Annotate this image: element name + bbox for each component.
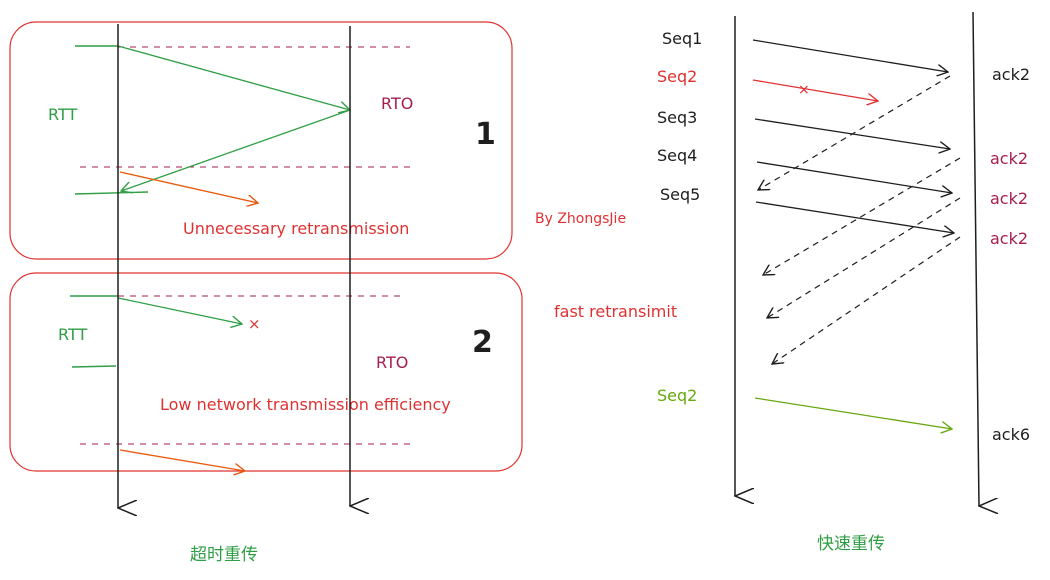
seq2-lost-mark: ×	[798, 82, 810, 98]
fast-retransmission-diagram: Seq1 Seq2 Seq3 Seq4 Seq5 × ack2 ack2 ack…	[554, 11, 1030, 554]
ack-return-arrow-2	[763, 157, 961, 275]
panel-2-note: Low network transmission efficiency	[160, 395, 451, 414]
resend-seq2-label: Seq2	[657, 386, 697, 405]
panel-1-ack-arrow	[121, 109, 351, 191]
seq2-lost-arrow	[752, 79, 878, 101]
panel-2-ack-tick	[71, 365, 117, 368]
panel-2-number: 2	[472, 325, 493, 360]
panel-2-rto-label: RTO	[376, 353, 408, 372]
panel-2-lost-segment-arrow	[117, 297, 242, 324]
seq1-arrow	[752, 39, 948, 72]
timeout-caption: 超时重传	[190, 545, 258, 565]
timeout-retransmission-diagram: RTT RTO 1 Unnecessary retransmission × R…	[9, 21, 626, 565]
panel-2-retransmit-arrow	[119, 449, 245, 471]
seq4-label: Seq4	[657, 146, 697, 165]
seq4-arrow	[756, 161, 952, 193]
seq3-label: Seq3	[657, 108, 697, 127]
panel-1-frame	[9, 21, 513, 260]
panel-1-retransmit-arrow	[119, 171, 258, 203]
ack-label-3: ack2	[990, 189, 1028, 208]
author-credit: By ZhongsJie	[535, 211, 626, 227]
final-ack-label: ack6	[992, 425, 1030, 444]
ack-return-arrow-4	[772, 236, 961, 364]
panel-1-number: 1	[475, 117, 496, 152]
receiver-timeline-right	[972, 11, 979, 506]
seq5-label: Seq5	[660, 185, 700, 204]
panel-2-lost-mark: ×	[248, 315, 261, 333]
panel-1-rtt-label: RTT	[48, 105, 77, 124]
fast-retransmit-label: fast retransimit	[554, 302, 677, 321]
seq5-arrow	[755, 201, 954, 233]
panel-1-segment-arrow	[117, 45, 350, 110]
panel-1-rto-label: RTO	[381, 94, 413, 113]
fast-caption: 快速重传	[817, 534, 885, 554]
ack-label-4: ack2	[990, 229, 1028, 248]
panel-2-rtt-label: RTT	[58, 325, 87, 344]
ack-return-arrow-1	[758, 75, 951, 190]
panel-2-frame	[9, 272, 523, 472]
ack-label-1: ack2	[992, 65, 1030, 84]
panel-1-ack-tick	[74, 191, 149, 195]
ack-label-2: ack2	[990, 149, 1028, 168]
ack-return-arrow-3	[767, 197, 961, 318]
resend-seq2-arrow	[754, 397, 952, 429]
seq2-label: Seq2	[657, 67, 697, 86]
seq1-label: Seq1	[662, 29, 702, 48]
panel-1-note: Unnecessary retransmission	[183, 219, 409, 238]
